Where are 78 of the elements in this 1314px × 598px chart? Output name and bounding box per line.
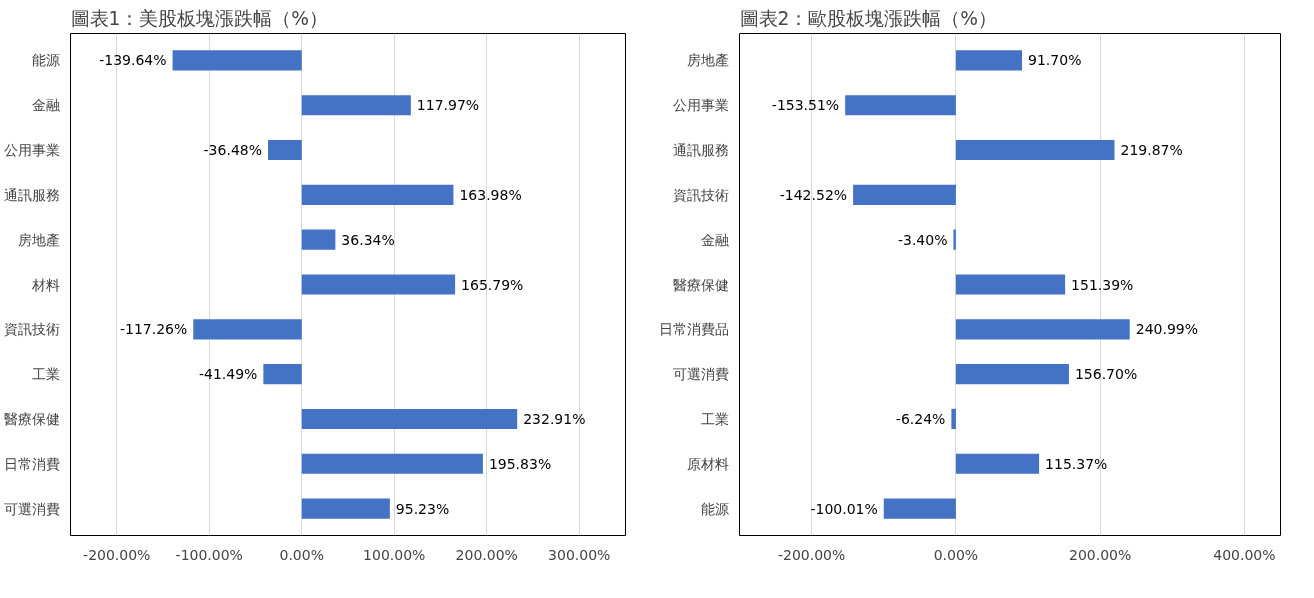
y-tick-label: 房地產 bbox=[17, 231, 60, 248]
x-tick-label: -200.00% bbox=[777, 546, 846, 563]
y-tick-label: 原材料 bbox=[686, 455, 729, 472]
data-label: -6.24% bbox=[895, 410, 946, 427]
bar bbox=[268, 139, 302, 161]
bar bbox=[301, 408, 518, 430]
y-tick-label: 公用事業 bbox=[672, 97, 729, 114]
y-tick-label: 資訊技術 bbox=[672, 186, 729, 203]
bar bbox=[301, 498, 390, 519]
y-tick-label: 房地產 bbox=[686, 52, 729, 69]
y-tick-label: 日常消費 bbox=[3, 455, 60, 472]
y-tick-label: 通訊服務 bbox=[672, 142, 729, 159]
x-tick-label: 200.00% bbox=[455, 546, 518, 563]
data-label: -100.01% bbox=[810, 500, 878, 517]
x-tick-label: 0.00% bbox=[279, 546, 324, 563]
y-tick-label: 通訊服務 bbox=[3, 186, 60, 203]
data-label: 156.70% bbox=[1074, 366, 1138, 383]
bar bbox=[955, 364, 1069, 385]
data-label: -139.64% bbox=[99, 52, 167, 69]
bar bbox=[955, 453, 1040, 474]
bar bbox=[301, 229, 336, 250]
data-label: -3.40% bbox=[897, 231, 948, 248]
data-label: 91.70% bbox=[1028, 52, 1082, 69]
bar bbox=[953, 229, 956, 250]
data-label: 36.34% bbox=[341, 231, 395, 248]
data-label: -41.49% bbox=[198, 366, 258, 383]
y-tick-label: 公用事業 bbox=[3, 142, 60, 159]
x-tick-label: -100.00% bbox=[175, 546, 243, 563]
y-tick-label: 能源 bbox=[31, 52, 60, 69]
x-tick-label: 300.00% bbox=[548, 546, 611, 563]
bar bbox=[172, 50, 302, 71]
data-label: 232.91% bbox=[523, 410, 586, 427]
x-tick-label: -200.00% bbox=[83, 546, 151, 563]
y-tick-label: 工業 bbox=[700, 410, 729, 427]
data-label: 163.98% bbox=[459, 186, 522, 203]
bar bbox=[845, 95, 956, 116]
y-tick-label: 金融 bbox=[700, 231, 729, 248]
bar bbox=[263, 364, 302, 385]
data-label: -117.26% bbox=[119, 321, 188, 338]
y-tick-label: 材料 bbox=[30, 276, 60, 293]
y-tick-label: 醫療保健 bbox=[3, 410, 60, 427]
bar bbox=[955, 319, 1130, 340]
data-label: -142.52% bbox=[779, 186, 848, 203]
data-label: 151.39% bbox=[1071, 276, 1134, 293]
bar bbox=[853, 184, 956, 205]
chart-title: 圖表2：歐股板塊漲跌幅（%） bbox=[739, 7, 998, 29]
bar bbox=[883, 498, 956, 519]
bar bbox=[301, 95, 411, 116]
y-tick-label: 醫療保健 bbox=[672, 276, 729, 293]
bar bbox=[301, 274, 456, 295]
x-tick-label: 100.00% bbox=[363, 546, 426, 563]
y-tick-label: 日常消費品 bbox=[658, 321, 729, 338]
data-label: 240.99% bbox=[1135, 321, 1199, 338]
data-label: 195.83% bbox=[488, 455, 552, 472]
data-label: 117.97% bbox=[416, 97, 480, 114]
y-tick-label: 可選消費 bbox=[672, 366, 729, 383]
bar bbox=[193, 319, 302, 340]
bar bbox=[955, 274, 1066, 295]
bar bbox=[951, 408, 956, 430]
y-tick-label: 工業 bbox=[31, 366, 60, 383]
y-tick-label: 可選消費 bbox=[3, 500, 60, 517]
data-label: 115.37% bbox=[1045, 455, 1108, 472]
bar bbox=[955, 139, 1115, 161]
data-label: -36.48% bbox=[203, 142, 263, 159]
y-tick-label: 資訊技術 bbox=[3, 321, 60, 338]
data-label: 165.79% bbox=[461, 276, 524, 293]
x-tick-label: 200.00% bbox=[1069, 546, 1132, 563]
bar bbox=[955, 50, 1023, 71]
data-label: 219.87% bbox=[1120, 142, 1183, 159]
y-tick-label: 金融 bbox=[31, 97, 60, 114]
data-label: 95.23% bbox=[395, 500, 450, 517]
x-tick-label: 0.00% bbox=[933, 546, 979, 563]
x-tick-label: 400.00% bbox=[1213, 546, 1276, 563]
chart-title: 圖表1：美股板塊漲跌幅（%） bbox=[70, 7, 329, 29]
data-label: -153.51% bbox=[771, 97, 840, 114]
y-tick-label: 能源 bbox=[700, 500, 729, 517]
bar bbox=[301, 184, 454, 205]
bar bbox=[301, 453, 483, 474]
